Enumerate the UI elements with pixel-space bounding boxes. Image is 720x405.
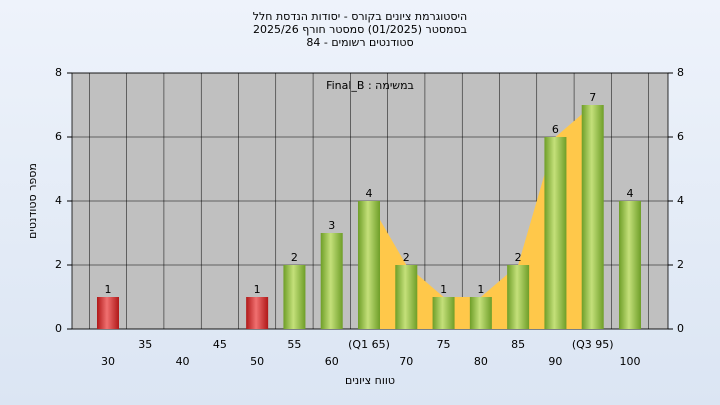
bar [469, 297, 492, 329]
value-label: 7 [589, 91, 596, 104]
value-label: 4 [366, 187, 373, 200]
y-tick-label: 6 [55, 130, 62, 143]
bar [544, 137, 567, 329]
annotation: Final_B : במשימה [326, 79, 414, 92]
bar [358, 201, 380, 329]
y2-tick-label: 2 [677, 258, 684, 271]
x-tick-label: (Q1 65) [348, 338, 390, 351]
quartile-band [369, 105, 593, 329]
value-label: 2 [291, 251, 298, 264]
value-label: 2 [403, 251, 410, 264]
x-tick-label: 80 [474, 355, 488, 368]
value-label: 3 [328, 219, 335, 232]
x-tick-label: 70 [399, 355, 413, 368]
y-tick-label: 4 [55, 194, 62, 207]
y2-tick-label: 0 [677, 322, 684, 335]
x-tick-label: 35 [138, 338, 152, 351]
x-tick-label: 40 [176, 355, 190, 368]
bar [619, 201, 641, 329]
chart-subtitle: בסמסטר (01/2025) סמסטר חורף 2025/26 [253, 23, 467, 36]
value-label: 2 [515, 251, 522, 264]
x-axis-label: טווח ציונים [345, 374, 395, 387]
bar [97, 297, 119, 329]
bar [320, 233, 343, 329]
y2-tick-label: 6 [677, 130, 684, 143]
value-label: 6 [552, 123, 559, 136]
x-tick-label: 50 [250, 355, 264, 368]
bar [246, 297, 269, 329]
y-tick-label: 2 [55, 258, 62, 271]
y2-tick-label: 4 [677, 194, 684, 207]
value-label: 1 [440, 283, 447, 296]
y-tick-label: 8 [55, 66, 62, 79]
x-tick-label: (Q3 95) [572, 338, 614, 351]
bar [507, 265, 530, 329]
value-label: 1 [105, 283, 112, 296]
x-tick-label: 30 [101, 355, 115, 368]
x-tick-label: 45 [213, 338, 227, 351]
x-tick-label: 75 [437, 338, 451, 351]
x-tick-label: 90 [548, 355, 562, 368]
bar [581, 105, 604, 329]
x-tick-label: 100 [620, 355, 641, 368]
bar [283, 265, 306, 329]
x-tick-label: 55 [287, 338, 301, 351]
y-tick-label: 0 [55, 322, 62, 335]
x-tick-label: 60 [325, 355, 339, 368]
value-label: 1 [477, 283, 484, 296]
value-label: 1 [254, 283, 261, 296]
chart-title: היסטוגרמת ציונים בקורס - יסודות הנדסת חל… [253, 10, 467, 23]
bar [432, 297, 455, 329]
y2-tick-label: 8 [677, 66, 684, 79]
bar [395, 265, 418, 329]
x-tick-label: 85 [511, 338, 525, 351]
y-axis-label: מספר סטודנטים [26, 163, 39, 239]
value-label: 4 [627, 187, 634, 200]
chart-subtitle: סטודנטים רשומים - 84 [306, 36, 413, 49]
